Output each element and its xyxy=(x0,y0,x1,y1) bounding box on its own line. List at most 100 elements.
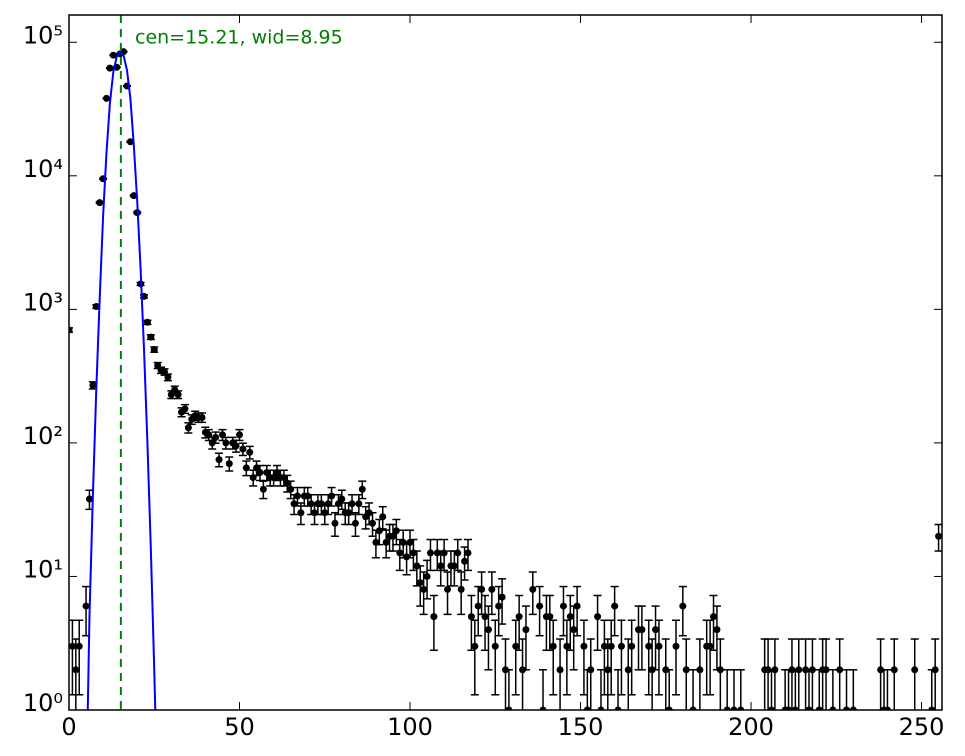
data-point xyxy=(682,666,690,674)
data-point xyxy=(624,666,632,674)
data-point xyxy=(594,613,602,621)
plot-frame xyxy=(68,14,943,711)
data-point xyxy=(689,706,697,710)
x-tick-label: 150 xyxy=(558,713,604,741)
data-point xyxy=(198,413,206,421)
data-point xyxy=(536,602,544,610)
data-point xyxy=(348,500,356,508)
data-point xyxy=(559,602,567,610)
data-point xyxy=(679,602,687,610)
data-point xyxy=(96,199,104,207)
data-point xyxy=(713,626,721,634)
data-point xyxy=(212,433,220,441)
data-point xyxy=(611,602,619,610)
data-point xyxy=(614,706,622,710)
y-tick-label: 10⁵ xyxy=(23,21,63,49)
data-point xyxy=(478,585,486,593)
data-point xyxy=(539,706,547,710)
data-point xyxy=(583,706,591,710)
data-point xyxy=(471,642,479,650)
data-point xyxy=(430,613,438,621)
annotation: cen=15.21, wid=8.95 xyxy=(135,27,343,49)
data-point xyxy=(331,519,339,527)
data-point xyxy=(791,706,799,710)
data-point xyxy=(147,333,155,341)
data-point xyxy=(164,373,172,381)
data-point xyxy=(420,585,428,593)
data-point xyxy=(106,64,114,72)
data-point xyxy=(617,642,625,650)
data-point xyxy=(437,562,445,570)
data-point xyxy=(287,485,295,493)
data-point xyxy=(450,562,458,570)
data-point xyxy=(307,500,315,508)
data-point xyxy=(205,431,213,439)
data-point xyxy=(573,602,581,610)
x-tick-label: 0 xyxy=(61,713,76,741)
data-point xyxy=(563,642,571,650)
data-point xyxy=(566,613,574,621)
data-point xyxy=(767,706,775,710)
data-point xyxy=(392,527,400,535)
data-point xyxy=(150,346,158,354)
x-tick-label: 100 xyxy=(387,713,433,741)
data-point xyxy=(771,666,779,674)
data-point xyxy=(396,549,404,557)
data-point xyxy=(628,642,636,650)
data-point xyxy=(293,492,301,500)
data-point xyxy=(935,532,942,540)
data-point xyxy=(481,613,489,621)
data-point xyxy=(82,602,90,610)
fit-line xyxy=(86,50,157,710)
data-point xyxy=(440,549,448,557)
data-point xyxy=(232,442,240,450)
data-point xyxy=(297,509,305,517)
data-point xyxy=(730,706,738,710)
data-point xyxy=(444,585,452,593)
data-point xyxy=(655,642,663,650)
data-point xyxy=(75,642,83,650)
data-point xyxy=(467,613,475,621)
x-tick-label: 200 xyxy=(728,713,774,741)
data-point xyxy=(710,613,718,621)
data-point xyxy=(836,666,844,674)
data-point xyxy=(815,706,823,710)
data-point xyxy=(890,666,898,674)
data-point xyxy=(795,666,803,674)
data-point xyxy=(645,642,653,650)
data-point xyxy=(416,579,424,587)
data-point xyxy=(69,326,73,334)
x-tick-label: 250 xyxy=(899,713,945,741)
data-point xyxy=(256,469,264,477)
data-point xyxy=(883,706,891,710)
data-point xyxy=(92,303,100,311)
data-point xyxy=(379,513,387,521)
data-point xyxy=(338,495,346,503)
data-point xyxy=(454,549,462,557)
data-point xyxy=(130,192,138,200)
data-point xyxy=(587,666,595,674)
data-point xyxy=(222,439,230,447)
data-point xyxy=(218,431,226,439)
data-point xyxy=(246,448,254,456)
data-point xyxy=(406,538,414,546)
data-point xyxy=(328,492,336,500)
data-point xyxy=(785,706,793,710)
data-point xyxy=(126,138,134,146)
data-point xyxy=(103,94,111,102)
data-point xyxy=(549,642,557,650)
data-point xyxy=(89,381,97,389)
data-point xyxy=(706,642,714,650)
data-point xyxy=(225,460,233,468)
data-point xyxy=(317,500,325,508)
axes: 0 50 100 150 200 250 10⁰ 10¹ 10² 10³ 10⁴ 10⁵ xyxy=(23,15,945,741)
data-point xyxy=(652,626,660,634)
data-point xyxy=(491,642,499,650)
data-point xyxy=(236,431,244,439)
data-point xyxy=(143,318,151,326)
data-point xyxy=(604,666,612,674)
data-point xyxy=(849,706,857,710)
data-point xyxy=(498,593,506,601)
data-point xyxy=(556,666,564,674)
data-point xyxy=(389,532,397,540)
